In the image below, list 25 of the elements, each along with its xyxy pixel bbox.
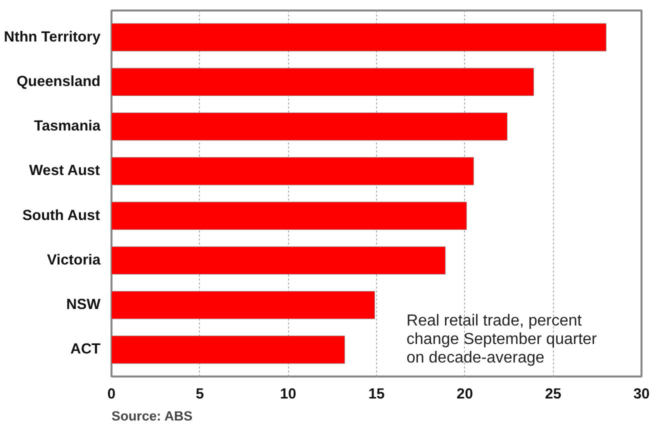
y-tick-label: West Aust: [29, 163, 100, 180]
y-tick-label: NSW: [66, 297, 101, 314]
bar: [112, 23, 606, 52]
y-tick-label: ACT: [70, 342, 101, 358]
bar: [112, 291, 375, 320]
bar: [112, 112, 508, 141]
x-tick-label: 30: [633, 386, 650, 402]
bar: [112, 202, 467, 230]
annotation: Real retail trade, percent change September quarter on decade-average: [406, 312, 598, 367]
bar: [112, 68, 534, 96]
x-tick-label: 25: [545, 386, 562, 402]
y-tick-label: Victoria: [47, 252, 102, 268]
y-tick-label: Queensland: [16, 74, 101, 90]
bar: [112, 246, 446, 275]
y-tick-label: South Aust: [22, 208, 100, 224]
bar: [112, 157, 474, 186]
x-tick-label: 10: [280, 386, 296, 402]
x-tick-label: 20: [456, 386, 473, 402]
x-tick-label: 15: [368, 386, 385, 402]
x-tick-label: 5: [196, 386, 204, 402]
x-tick-label: 0: [107, 386, 116, 402]
y-tick-label: Nthn Territory: [4, 29, 102, 46]
bar: [112, 336, 345, 364]
y-tick-label: Tasmania: [34, 118, 102, 135]
source-note: Source: ABS: [112, 408, 193, 424]
